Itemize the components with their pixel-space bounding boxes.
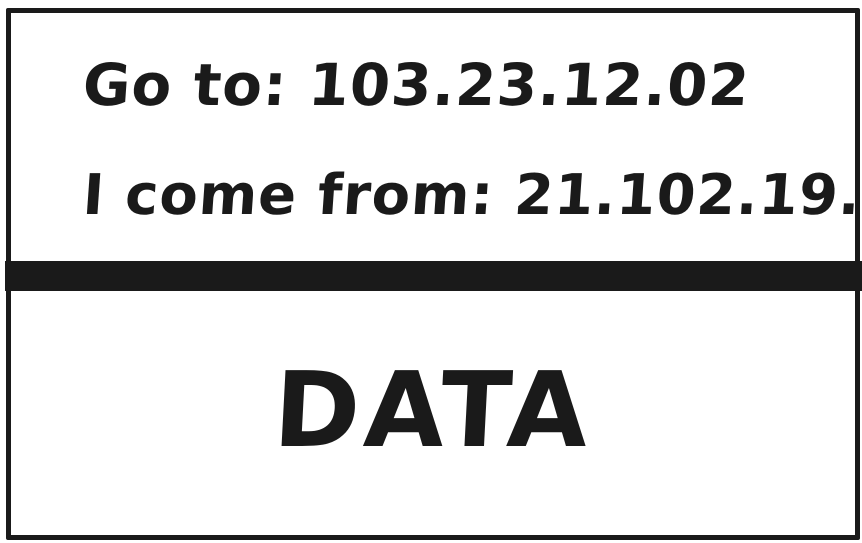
payload-label: DATA [270, 349, 596, 471]
header-data-divider [5, 261, 862, 291]
destination-address-text: Go to: 103.23.12.02 [80, 51, 753, 119]
source-address-text: I come from: 21.102.19.12 [80, 163, 862, 228]
packet-header: Go to: 103.23.12.02 I come from: 21.102.… [11, 13, 862, 261]
packet-diagram: Go to: 103.23.12.02 I come from: 21.102.… [5, 8, 862, 540]
packet-payload: DATA [11, 291, 855, 535]
